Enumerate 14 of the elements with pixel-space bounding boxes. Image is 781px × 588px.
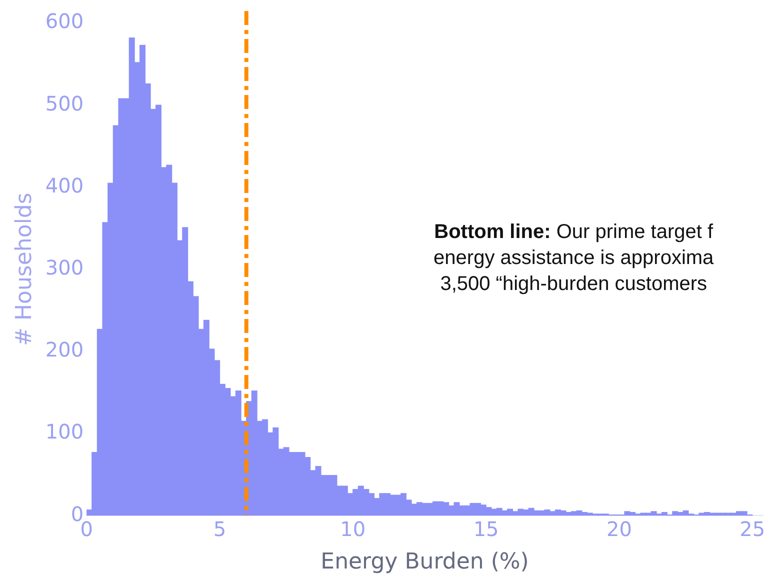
annotation: Bottom line: Our prime target f energy assistance is approxima 3,500 “high-burden customers <box>434 221 715 295</box>
x-axis-title: Energy Burden (%) <box>320 550 529 575</box>
x-tick-label: 5 <box>213 516 226 541</box>
y-tick-label: 600 <box>45 9 84 34</box>
x-tick-label: 10 <box>340 516 366 541</box>
y-tick-label: 500 <box>45 91 84 116</box>
y-tick-label: 300 <box>45 256 84 280</box>
x-tick-label: 15 <box>473 516 499 541</box>
y-axis-title: # Households <box>12 192 37 346</box>
x-tick-label: 20 <box>606 516 632 541</box>
y-tick-label: 100 <box>45 420 84 444</box>
y-tick-label: 400 <box>45 173 84 198</box>
x-tick-label: 25 <box>740 516 766 541</box>
y-tick-label: 200 <box>45 338 84 362</box>
